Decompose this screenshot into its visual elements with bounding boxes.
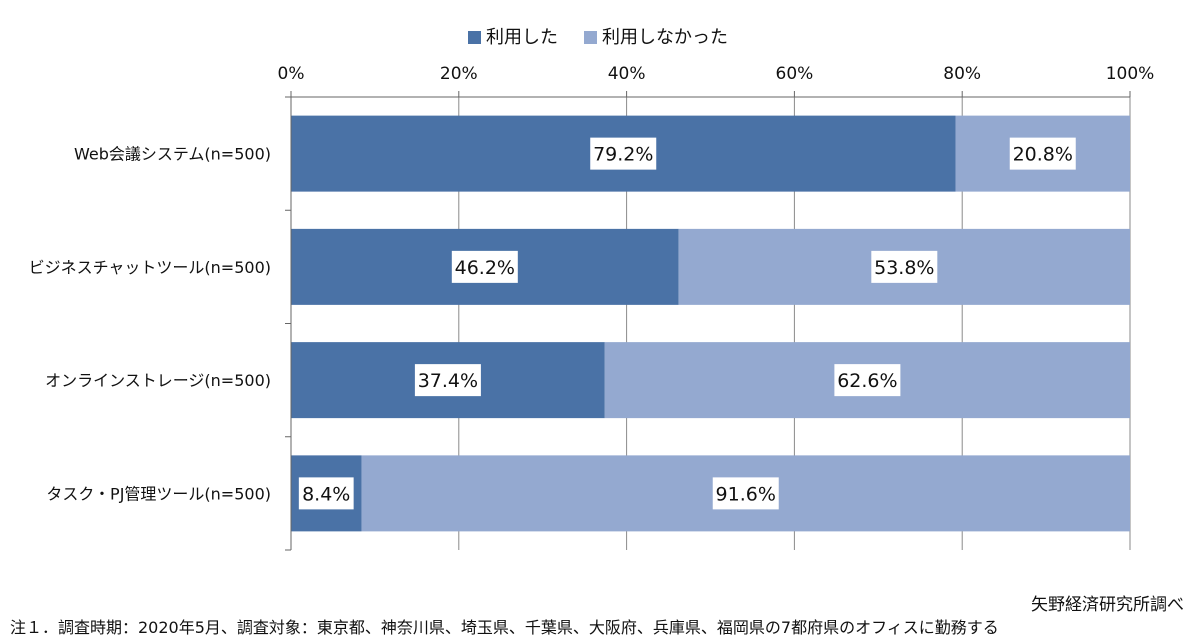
legend-swatch [468, 31, 481, 44]
data-label: 20.8% [1013, 144, 1073, 166]
data-label-box [298, 477, 354, 510]
data-label: 62.6% [837, 370, 897, 392]
data-label: 79.2% [593, 144, 653, 166]
data-label-box [590, 137, 657, 170]
legend-label: 利用した [486, 27, 558, 48]
category-label: タスク・PJ管理ツール(n=500) [46, 484, 271, 503]
data-label-box [414, 364, 481, 397]
footnote: 注１．調査時期：2020年5月、調査対象：東京都、神奈川県、埼玉県、千葉県、大阪… [10, 618, 999, 637]
x-tick-label: 40% [608, 64, 646, 84]
axes: 0% 20% 40% 60% 80% 100% Web会議システム(n=500) ビジネスチャ… [29, 64, 1155, 551]
data-label: 37.4% [418, 370, 478, 392]
legend: 利用した 利用しなかった [468, 27, 728, 48]
x-tick-label: 0% [278, 64, 305, 84]
x-tick-label: 100% [1106, 64, 1155, 84]
data-label: 46.2% [455, 257, 515, 279]
x-tick-label: 80% [943, 64, 981, 84]
data-label-box [451, 250, 518, 283]
legend-label: 利用しなかった [602, 27, 728, 48]
data-label: 8.4% [302, 483, 350, 505]
legend-swatch [584, 31, 597, 44]
data-label-box [834, 364, 901, 397]
stacked-bar-chart: 0% 20% 40% 60% 80% 100% Web会議システム(n=500) ビジネスチャ… [29, 27, 1155, 551]
x-tick-label: 20% [440, 64, 478, 84]
data-labels: 79.2% 20.8% 46.2% 53.8% 37.4% 62.6% 8.4% 91.6% [298, 137, 1076, 510]
source-note: 矢野経済研究所調べ [1031, 595, 1184, 615]
data-label-box [1009, 137, 1076, 170]
x-tick-label: 60% [776, 64, 814, 84]
data-label: 53.8% [874, 257, 934, 279]
data-label: 91.6% [716, 483, 776, 505]
bars [291, 115, 1130, 532]
category-label: ビジネスチャットツール(n=500) [29, 258, 271, 277]
category-label: オンラインストレージ(n=500) [45, 371, 271, 390]
data-label-box [712, 477, 779, 510]
data-label-box [871, 250, 938, 283]
category-label: Web会議システム(n=500) [74, 145, 271, 164]
